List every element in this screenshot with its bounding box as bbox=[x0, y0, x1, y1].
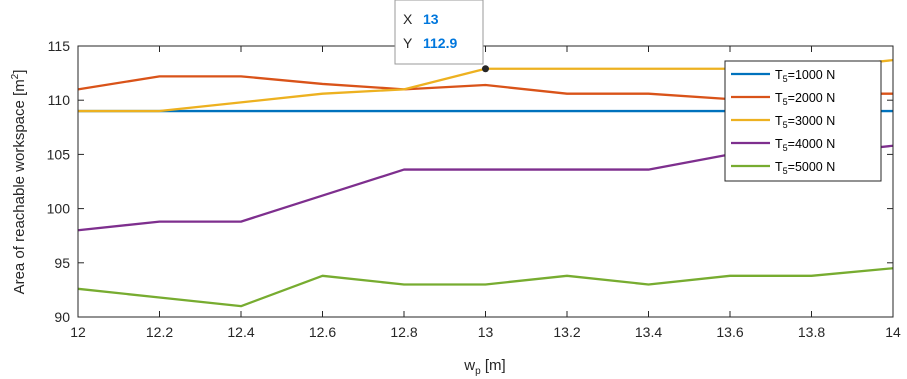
y-tick-label: 100 bbox=[47, 201, 71, 217]
x-tick-label: 12.6 bbox=[309, 324, 336, 340]
datatip-marker[interactable] bbox=[482, 65, 489, 73]
y-axis-ticks: 90 95 100 105 110 115 bbox=[47, 38, 893, 325]
datatip-y-value: 112.9 bbox=[423, 35, 457, 51]
x-axis-label: wp [m] bbox=[463, 357, 505, 377]
axes-box bbox=[77, 45, 894, 318]
legend-label: T5=2000 N bbox=[775, 91, 835, 107]
legend-label: T5=1000 N bbox=[775, 68, 835, 84]
legend[interactable]: T5=1000 N T5=2000 N T5=3000 N T5=4000 N T5=5… bbox=[724, 60, 882, 182]
y-tick-label: 110 bbox=[48, 92, 71, 108]
legend-item-1[interactable]: T5=1000 N bbox=[731, 68, 835, 84]
x-axis-ticks: 12 12.2 12.4 12.6 12.8 13 13.2 13.4 13.6 13.8 14 bbox=[70, 46, 901, 340]
y-axis-label: Area of reachable workspace [m2] bbox=[10, 70, 28, 295]
x-tick-label: 14 bbox=[885, 324, 901, 340]
legend-items: T5=1000 N T5=2000 N T5=3000 N T5=4000 N T5=5… bbox=[731, 68, 835, 176]
x-tick-label: 12.2 bbox=[146, 324, 173, 340]
datatip[interactable]: X 13 Y 112.9 bbox=[394, 0, 489, 73]
legend-item-5[interactable]: T5=5000 N bbox=[731, 160, 835, 176]
y-tick-label: 115 bbox=[48, 38, 71, 54]
y-tick-label: 95 bbox=[54, 255, 70, 271]
legend-item-2[interactable]: T5=2000 N bbox=[731, 91, 835, 107]
x-tick-label: 12.8 bbox=[390, 324, 417, 340]
x-tick-label: 13.2 bbox=[553, 324, 580, 340]
datatip-box bbox=[394, 0, 484, 65]
x-tick-label: 13 bbox=[478, 324, 494, 340]
x-tick-label: 12 bbox=[70, 324, 86, 340]
legend-label: T5=5000 N bbox=[775, 160, 835, 176]
datatip-x-key: X bbox=[403, 11, 413, 27]
datatip-y-key: Y bbox=[403, 35, 413, 51]
y-tick-label: 105 bbox=[47, 146, 71, 162]
legend-item-4[interactable]: T5=4000 N bbox=[731, 137, 835, 153]
y-tick-label: 90 bbox=[54, 309, 70, 325]
legend-label: T5=3000 N bbox=[775, 114, 835, 130]
datatip-x-value: 13 bbox=[423, 11, 439, 27]
x-tick-label: 13.8 bbox=[798, 324, 825, 340]
legend-item-3[interactable]: T5=3000 N bbox=[731, 114, 835, 130]
legend-label: T5=4000 N bbox=[775, 137, 835, 153]
series-line-5[interactable] bbox=[77, 267, 894, 308]
x-tick-label: 13.4 bbox=[635, 324, 662, 340]
x-tick-label: 13.6 bbox=[716, 324, 743, 340]
x-tick-label: 12.4 bbox=[227, 324, 254, 340]
